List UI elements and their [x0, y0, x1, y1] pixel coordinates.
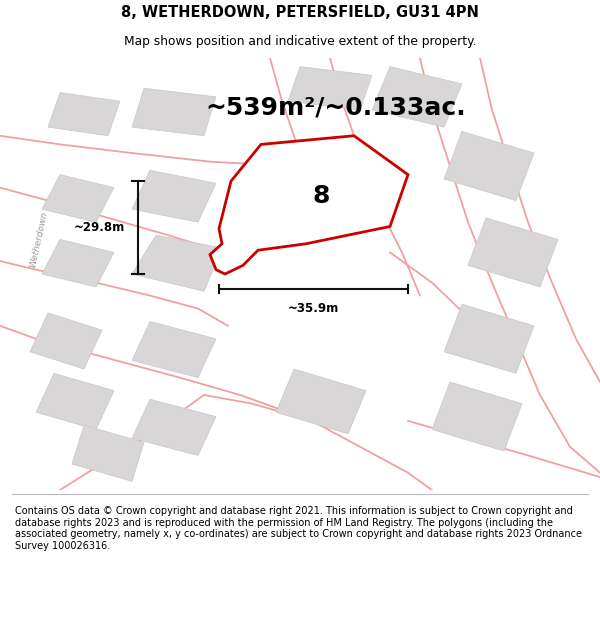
Polygon shape — [132, 88, 216, 136]
Polygon shape — [132, 399, 216, 456]
Text: ~29.8m: ~29.8m — [74, 221, 125, 234]
Polygon shape — [42, 174, 114, 222]
Polygon shape — [42, 239, 114, 287]
Polygon shape — [288, 67, 372, 110]
Polygon shape — [30, 313, 102, 369]
Polygon shape — [444, 304, 534, 373]
Polygon shape — [72, 425, 144, 481]
Polygon shape — [132, 171, 216, 222]
Text: 8: 8 — [313, 184, 329, 208]
Text: Map shows position and indicative extent of the property.: Map shows position and indicative extent… — [124, 35, 476, 48]
Polygon shape — [132, 321, 216, 378]
Polygon shape — [468, 218, 558, 287]
Text: 8, WETHERDOWN, PETERSFIELD, GU31 4PN: 8, WETHERDOWN, PETERSFIELD, GU31 4PN — [121, 5, 479, 20]
Text: ~35.9m: ~35.9m — [288, 302, 339, 315]
Polygon shape — [276, 369, 366, 434]
Polygon shape — [210, 136, 408, 274]
Text: ~539m²/~0.133ac.: ~539m²/~0.133ac. — [206, 96, 466, 119]
Polygon shape — [432, 382, 522, 451]
Polygon shape — [36, 373, 114, 429]
Text: Contains OS data © Crown copyright and database right 2021. This information is : Contains OS data © Crown copyright and d… — [15, 506, 582, 551]
Polygon shape — [372, 67, 462, 127]
Text: Wetherdown: Wetherdown — [29, 211, 49, 268]
Polygon shape — [444, 131, 534, 201]
Polygon shape — [48, 92, 120, 136]
Polygon shape — [132, 235, 222, 291]
